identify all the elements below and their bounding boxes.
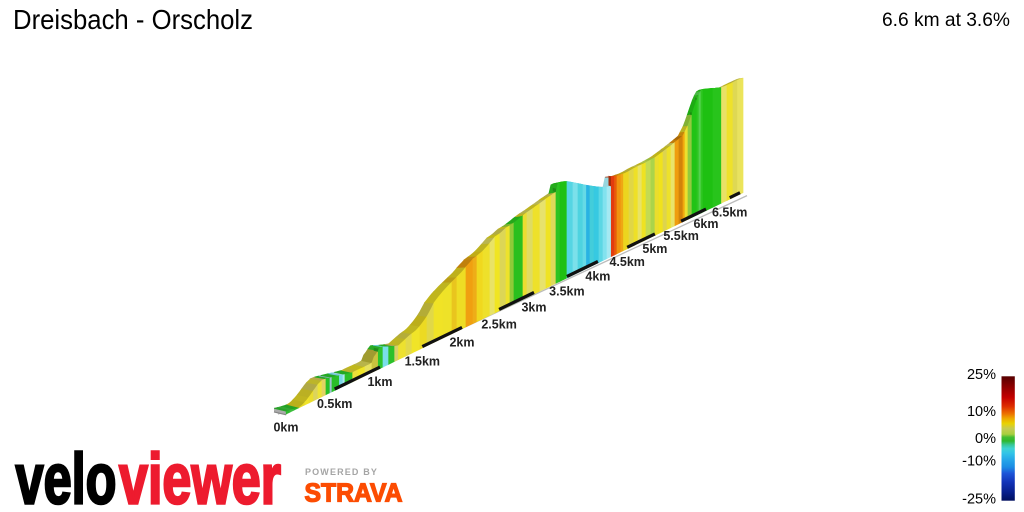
svg-text:6.5km: 6.5km [712,206,747,220]
svg-text:3km: 3km [521,300,546,314]
svg-text:2.5km: 2.5km [481,317,516,331]
svg-text:viewer: viewer [119,441,281,512]
svg-text:Dreisbach - Orscholz: Dreisbach - Orscholz [13,4,253,35]
svg-text:4km: 4km [585,269,610,283]
svg-text:STRAVA: STRAVA [305,480,403,508]
svg-text:1km: 1km [367,375,392,389]
svg-text:6km: 6km [693,217,718,231]
svg-text:10%: 10% [967,404,996,420]
svg-text:25%: 25% [967,367,996,383]
svg-text:0%: 0% [975,431,996,447]
svg-text:6.6 km at 3.6%: 6.6 km at 3.6% [882,9,1010,31]
svg-text:2km: 2km [449,335,474,349]
svg-text:1.5km: 1.5km [405,355,440,369]
svg-text:velo: velo [16,441,117,512]
svg-text:-10%: -10% [962,454,996,470]
svg-text:-25%: -25% [962,492,996,508]
svg-text:4.5km: 4.5km [609,255,644,269]
svg-text:0.5km: 0.5km [317,397,352,411]
svg-text:5km: 5km [642,242,667,256]
svg-text:POWERED BY: POWERED BY [305,467,378,477]
svg-text:3.5km: 3.5km [549,284,584,298]
svg-text:0km: 0km [273,421,298,435]
svg-text:5.5km: 5.5km [663,229,698,243]
